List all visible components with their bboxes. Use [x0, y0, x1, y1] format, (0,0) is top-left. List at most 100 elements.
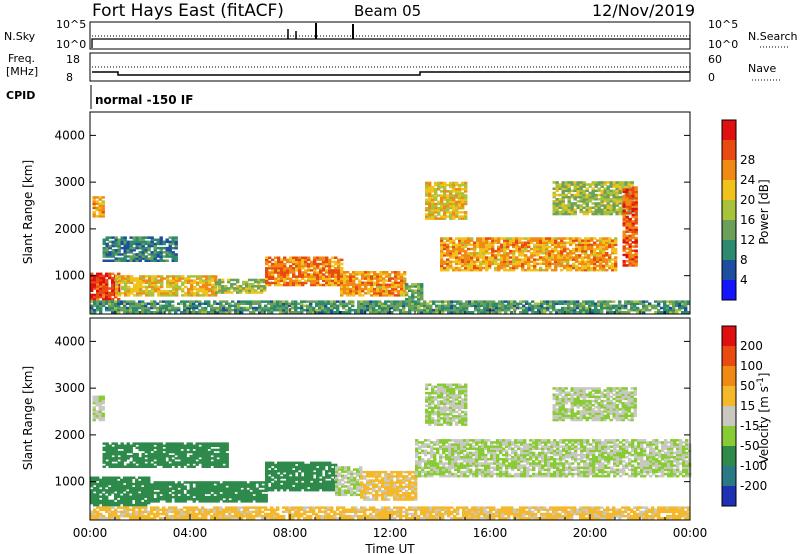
power-cell [201, 311, 205, 314]
power-cell [301, 264, 305, 268]
power-cell [394, 294, 398, 297]
power-cell [225, 300, 229, 303]
power-cell [249, 304, 253, 308]
power-colorbar-swatch [722, 180, 736, 201]
power-cell [567, 306, 571, 310]
power-cell [160, 289, 164, 293]
velocity-cell [101, 399, 105, 403]
power-cell [473, 262, 477, 266]
power-cell [527, 268, 531, 272]
power-colorbar-tick: 12 [740, 233, 755, 247]
power-cell [93, 293, 97, 297]
power-cell [455, 262, 459, 266]
power-cell [446, 194, 450, 197]
power-cell [279, 304, 283, 308]
power-cell [121, 292, 125, 295]
power-cell [584, 239, 588, 242]
power-cell [428, 213, 432, 216]
velocity-cell [101, 416, 105, 420]
velocity-cell [198, 485, 202, 488]
power-cell [375, 300, 379, 303]
power-cell [449, 256, 453, 259]
power-cell [99, 278, 103, 282]
velocity-cell [123, 465, 127, 468]
power-cell [313, 262, 317, 266]
power-cell [634, 222, 638, 225]
power-cell [458, 243, 462, 247]
power-cell [440, 258, 444, 261]
power-cell [622, 203, 626, 206]
power-cell [615, 183, 619, 186]
power-cell [289, 269, 293, 272]
power-cell [349, 294, 353, 297]
power-cell [622, 247, 626, 250]
power-cell [261, 306, 265, 310]
velocity-cell [98, 399, 102, 403]
velocity-cell [150, 463, 154, 466]
velocity-cell [219, 465, 223, 468]
power-cell [312, 300, 316, 303]
power-cell [622, 236, 626, 240]
power-cell [405, 283, 409, 286]
power-cell [503, 266, 507, 270]
velocity-cell [222, 489, 226, 493]
power-cell [352, 277, 356, 280]
velocity-cell [126, 463, 130, 466]
velocity-cell [96, 482, 100, 486]
power-cell [237, 308, 241, 312]
power-cell [101, 204, 105, 208]
power-cell [304, 264, 308, 268]
power-cell [636, 311, 640, 314]
power-cell [268, 277, 272, 280]
power-cell [606, 181, 610, 184]
power-cell [92, 202, 96, 205]
power-cell [576, 181, 580, 184]
power-colorbar-tick: 8 [740, 253, 748, 267]
power-cell [542, 243, 546, 247]
power-cell [219, 300, 223, 303]
power-cell [322, 283, 326, 287]
power-cell [579, 306, 583, 310]
power-cell [425, 190, 429, 193]
power-cell [549, 300, 553, 303]
power-cell [464, 245, 468, 249]
power-cell [124, 294, 128, 297]
power-cell [261, 300, 265, 303]
power-cell [381, 304, 385, 308]
velocity-cell [165, 444, 169, 447]
power-cell [437, 202, 441, 206]
power-cell [594, 183, 598, 186]
power-cell [636, 300, 640, 303]
power-cell [461, 258, 465, 261]
velocity-cell [165, 452, 169, 456]
power-cell [276, 304, 280, 308]
power-cell [684, 308, 688, 312]
power-cell [351, 300, 355, 303]
power-cell [558, 202, 562, 205]
power-cell [211, 277, 215, 280]
velocity-cell [204, 461, 208, 464]
power-cell [111, 281, 115, 284]
power-cell [199, 294, 203, 297]
power-cell [485, 266, 489, 270]
power-cell [334, 271, 338, 274]
velocity-cell [265, 486, 269, 490]
power-cell [291, 311, 295, 314]
power-cell [225, 308, 229, 312]
power-cell [446, 266, 450, 270]
velocity-cell [105, 482, 109, 486]
power-cell [318, 300, 322, 303]
power-cell [150, 251, 154, 254]
power-cell [612, 202, 616, 205]
velocity-cell [138, 476, 142, 479]
power-cell [440, 268, 444, 272]
power-cell [579, 198, 583, 201]
velocity-cell [249, 485, 253, 488]
velocity-cell [219, 498, 223, 501]
power-cell [263, 278, 267, 282]
power-cell [138, 302, 142, 305]
power-cell [600, 189, 604, 193]
velocity-cell [264, 493, 268, 497]
velocity-cell [171, 487, 175, 490]
power-cell [630, 300, 634, 303]
